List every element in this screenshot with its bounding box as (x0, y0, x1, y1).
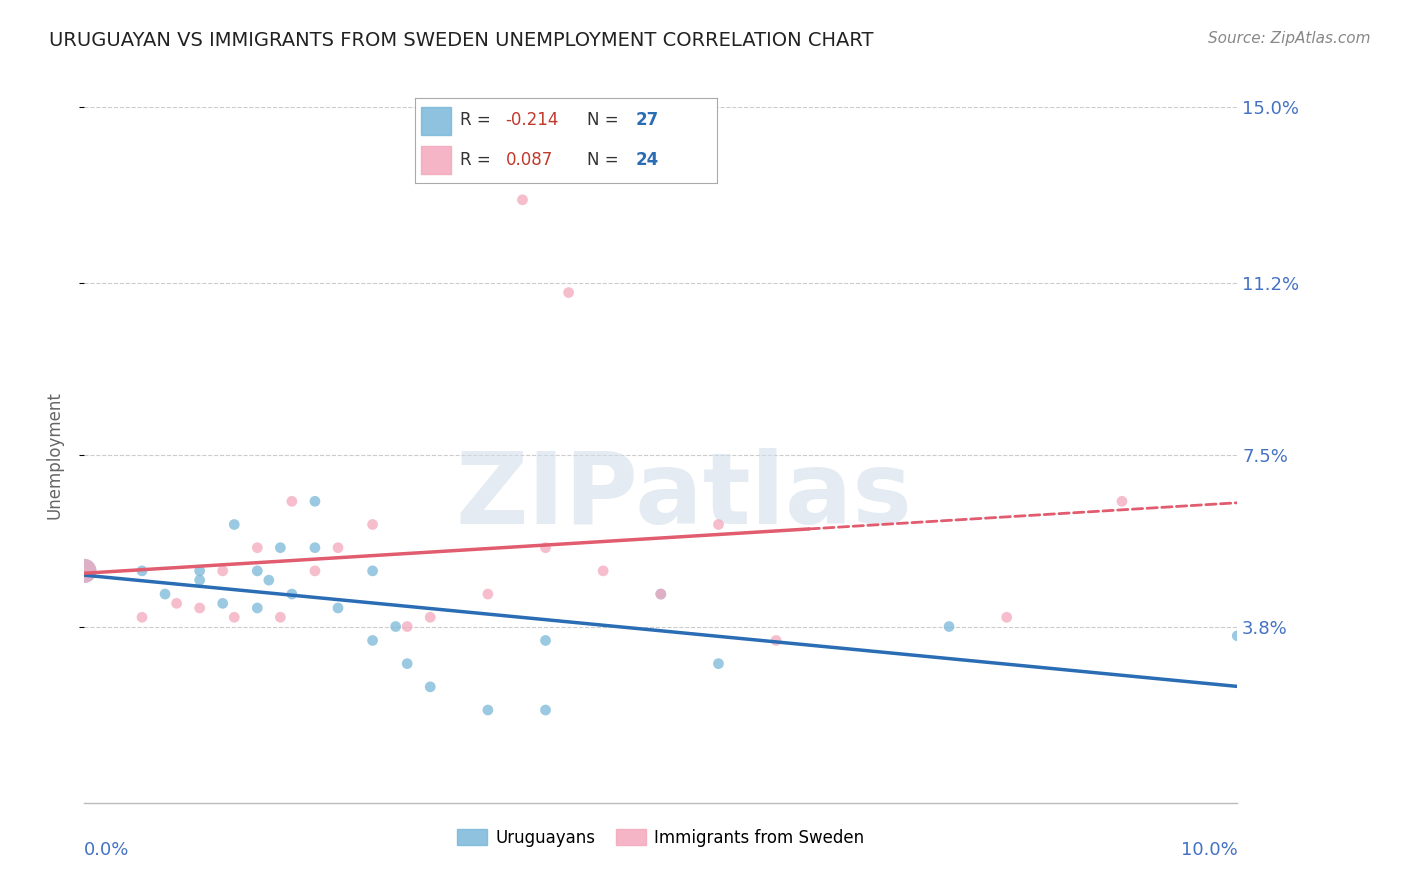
Text: R =: R = (460, 151, 496, 169)
Point (246, 541, 269, 555)
Point (419, 610, 441, 624)
Point (73, 564, 96, 578)
Bar (420, 107, 451, 135)
Point (269, 541, 291, 555)
Point (384, 619, 406, 633)
Point (166, 596, 188, 610)
Point (534, 703, 557, 717)
Point (224, 517, 246, 532)
Point (281, 494, 304, 508)
Text: 24: 24 (636, 151, 658, 169)
Text: 0.0%: 0.0% (84, 841, 129, 859)
Point (131, 610, 153, 624)
Point (419, 680, 441, 694)
Point (938, 619, 960, 633)
Legend: Uruguayans, Immigrants from Sweden: Uruguayans, Immigrants from Sweden (451, 822, 870, 854)
Point (396, 619, 419, 633)
Text: N =: N = (588, 151, 624, 169)
Point (304, 541, 326, 555)
Bar (420, 146, 451, 175)
Point (592, 564, 614, 578)
Point (246, 601, 269, 615)
Point (281, 587, 304, 601)
Point (188, 601, 211, 615)
Point (304, 494, 326, 508)
Point (1226, 629, 1249, 643)
Point (557, 285, 579, 300)
Point (534, 541, 557, 555)
Point (361, 517, 384, 532)
Text: ZIPatlas: ZIPatlas (456, 448, 912, 545)
Text: -0.214: -0.214 (506, 112, 558, 129)
Y-axis label: Unemployment: Unemployment (45, 391, 63, 519)
Point (534, 633, 557, 648)
Text: Source: ZipAtlas.com: Source: ZipAtlas.com (1208, 31, 1371, 46)
Point (361, 633, 384, 648)
Point (246, 564, 269, 578)
Point (361, 564, 384, 578)
Point (224, 610, 246, 624)
Text: 27: 27 (636, 112, 658, 129)
Point (396, 657, 419, 671)
Text: 0.087: 0.087 (506, 151, 553, 169)
Point (188, 573, 211, 587)
Point (995, 610, 1018, 624)
Point (131, 564, 153, 578)
Point (188, 564, 211, 578)
Point (326, 601, 349, 615)
Point (765, 633, 787, 648)
Point (257, 573, 280, 587)
Point (326, 541, 349, 555)
Text: URUGUAYAN VS IMMIGRANTS FROM SWEDEN UNEMPLOYMENT CORRELATION CHART: URUGUAYAN VS IMMIGRANTS FROM SWEDEN UNEM… (49, 31, 873, 50)
Point (211, 564, 233, 578)
Point (477, 587, 499, 601)
Point (477, 703, 499, 717)
Point (650, 587, 672, 601)
Point (211, 596, 233, 610)
Point (1111, 494, 1133, 508)
Point (73, 564, 96, 578)
Point (304, 564, 326, 578)
Point (512, 193, 534, 207)
Point (153, 587, 176, 601)
Text: R =: R = (460, 112, 496, 129)
Point (707, 517, 730, 532)
Text: N =: N = (588, 112, 624, 129)
Point (707, 657, 730, 671)
Text: 10.0%: 10.0% (1181, 841, 1237, 859)
Point (650, 587, 672, 601)
Point (269, 610, 291, 624)
